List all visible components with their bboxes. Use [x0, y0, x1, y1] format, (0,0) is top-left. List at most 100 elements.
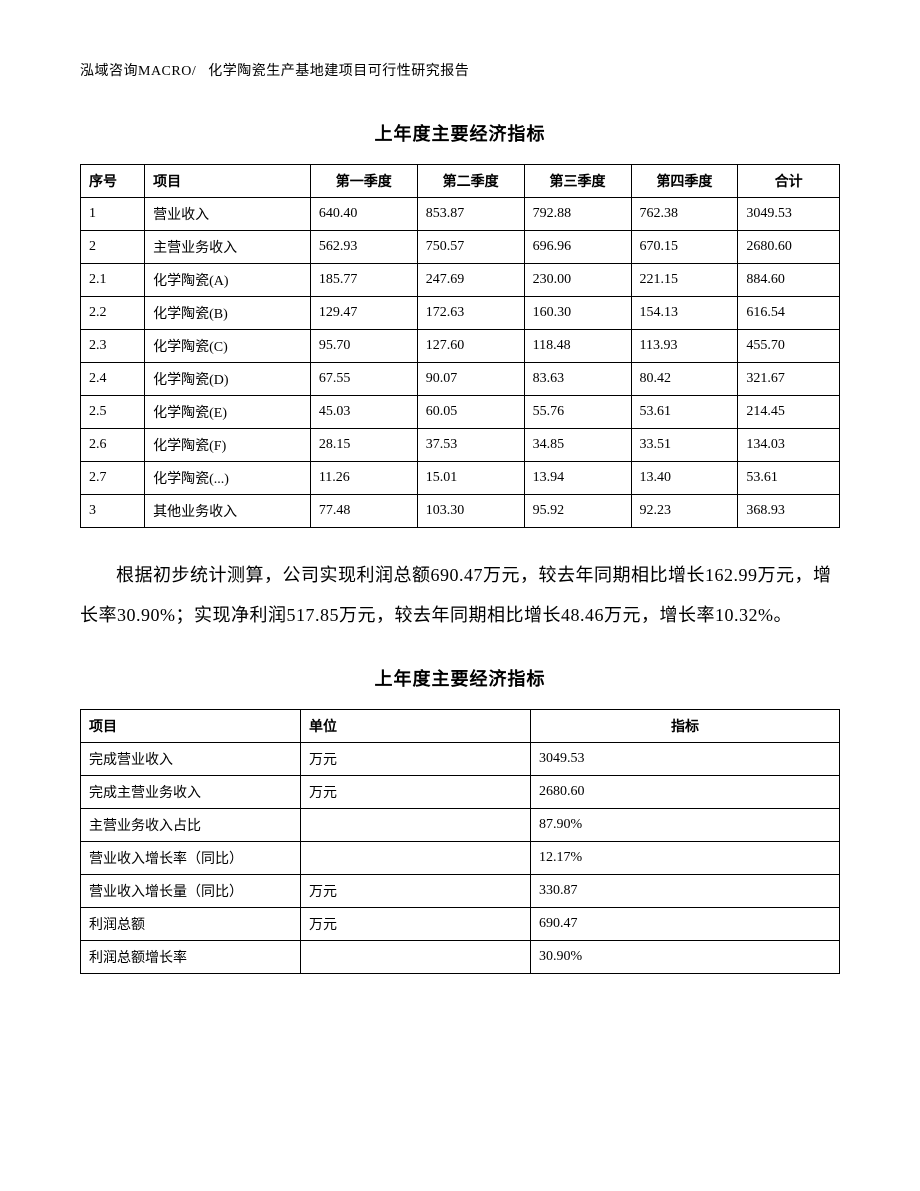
table-cell: 化学陶瓷(E) [145, 396, 311, 429]
table1-col-seq: 序号 [81, 165, 145, 198]
table-cell: 万元 [301, 776, 531, 809]
table-row: 2.3化学陶瓷(C)95.70127.60118.48113.93455.70 [81, 330, 840, 363]
table-cell [301, 941, 531, 974]
table-cell: 853.87 [417, 198, 524, 231]
table-row: 营业收入增长量（同比）万元330.87 [81, 875, 840, 908]
table-cell: 230.00 [524, 264, 631, 297]
table-cell: 95.92 [524, 495, 631, 528]
table-cell: 12.17% [531, 842, 840, 875]
table-cell: 45.03 [310, 396, 417, 429]
table-cell: 95.70 [310, 330, 417, 363]
table-cell: 455.70 [738, 330, 840, 363]
table-cell: 2.2 [81, 297, 145, 330]
table-cell: 其他业务收入 [145, 495, 311, 528]
table-cell: 127.60 [417, 330, 524, 363]
table-cell: 696.96 [524, 231, 631, 264]
table-cell: 万元 [301, 875, 531, 908]
table-row: 利润总额增长率30.90% [81, 941, 840, 974]
table-cell: 2680.60 [738, 231, 840, 264]
table1-col-q1: 第一季度 [310, 165, 417, 198]
table-cell: 2.6 [81, 429, 145, 462]
table-cell: 2.3 [81, 330, 145, 363]
page-header: 泓域咨询MACRO/ 化学陶瓷生产基地建项目可行性研究报告 [80, 60, 840, 80]
table-cell: 2680.60 [531, 776, 840, 809]
table2-col-item: 项目 [81, 710, 301, 743]
table2-col-unit: 单位 [301, 710, 531, 743]
table1-title: 上年度主要经济指标 [80, 120, 840, 146]
table-cell: 28.15 [310, 429, 417, 462]
table-cell: 13.40 [631, 462, 738, 495]
table-cell: 884.60 [738, 264, 840, 297]
table-row: 1营业收入640.40853.87792.88762.383049.53 [81, 198, 840, 231]
table-cell: 87.90% [531, 809, 840, 842]
table1-header-row: 序号 项目 第一季度 第二季度 第三季度 第四季度 合计 [81, 165, 840, 198]
table-row: 2.4化学陶瓷(D)67.5590.0783.6380.42321.67 [81, 363, 840, 396]
table-cell: 主营业务收入占比 [81, 809, 301, 842]
table-row: 2.5化学陶瓷(E)45.0360.0555.7653.61214.45 [81, 396, 840, 429]
table-cell: 2.1 [81, 264, 145, 297]
table-cell: 化学陶瓷(B) [145, 297, 311, 330]
table-cell: 129.47 [310, 297, 417, 330]
table-cell: 2 [81, 231, 145, 264]
table-cell: 2.5 [81, 396, 145, 429]
table-cell: 2.7 [81, 462, 145, 495]
table-cell: 118.48 [524, 330, 631, 363]
table-cell: 214.45 [738, 396, 840, 429]
table-cell: 60.05 [417, 396, 524, 429]
table-row: 2.6化学陶瓷(F)28.1537.5334.8533.51134.03 [81, 429, 840, 462]
table-cell: 营业收入增长率（同比） [81, 842, 301, 875]
table-cell: 134.03 [738, 429, 840, 462]
table-cell: 750.57 [417, 231, 524, 264]
table-cell: 营业收入增长量（同比） [81, 875, 301, 908]
table-cell: 33.51 [631, 429, 738, 462]
table-cell: 103.30 [417, 495, 524, 528]
table-cell: 13.94 [524, 462, 631, 495]
table-cell: 792.88 [524, 198, 631, 231]
table-cell: 化学陶瓷(F) [145, 429, 311, 462]
table-cell: 55.76 [524, 396, 631, 429]
table2-title: 上年度主要经济指标 [80, 665, 840, 691]
table-cell: 2.4 [81, 363, 145, 396]
analysis-paragraph: 根据初步统计测算，公司实现利润总额690.47万元，较去年同期相比增长162.9… [80, 556, 840, 635]
table-cell: 67.55 [310, 363, 417, 396]
table1-col-total: 合计 [738, 165, 840, 198]
table-cell: 化学陶瓷(D) [145, 363, 311, 396]
table-cell: 670.15 [631, 231, 738, 264]
quarterly-indicators-table: 序号 项目 第一季度 第二季度 第三季度 第四季度 合计 1营业收入640.40… [80, 164, 840, 528]
table-cell: 330.87 [531, 875, 840, 908]
table-row: 2.2化学陶瓷(B)129.47172.63160.30154.13616.54 [81, 297, 840, 330]
table-row: 主营业务收入占比 87.90% [81, 809, 840, 842]
header-doc-title: 化学陶瓷生产基地建项目可行性研究报告 [208, 64, 469, 79]
table-cell: 利润总额 [81, 908, 301, 941]
table-cell: 1 [81, 198, 145, 231]
table-cell: 化学陶瓷(A) [145, 264, 311, 297]
table-row: 3其他业务收入77.48103.3095.9292.23368.93 [81, 495, 840, 528]
table-cell: 利润总额增长率 [81, 941, 301, 974]
table-row: 利润总额万元690.47 [81, 908, 840, 941]
table-cell: 80.42 [631, 363, 738, 396]
summary-indicators-table: 项目 单位 指标 完成营业收入万元3049.53完成主营业务收入万元2680.6… [80, 709, 840, 974]
table-cell: 3 [81, 495, 145, 528]
table-cell: 762.38 [631, 198, 738, 231]
table2-col-value: 指标 [531, 710, 840, 743]
table-row: 营业收入增长率（同比） 12.17% [81, 842, 840, 875]
table-cell: 15.01 [417, 462, 524, 495]
header-company: 泓域咨询MACRO/ [80, 64, 196, 79]
table-cell: 321.67 [738, 363, 840, 396]
table-cell: 53.61 [738, 462, 840, 495]
table-cell: 3049.53 [738, 198, 840, 231]
table-cell: 3049.53 [531, 743, 840, 776]
table1-col-q4: 第四季度 [631, 165, 738, 198]
table-cell: 完成营业收入 [81, 743, 301, 776]
table-cell: 万元 [301, 743, 531, 776]
table-cell [301, 842, 531, 875]
table-cell: 113.93 [631, 330, 738, 363]
table-cell: 11.26 [310, 462, 417, 495]
table-cell: 主营业务收入 [145, 231, 311, 264]
table1-col-q3: 第三季度 [524, 165, 631, 198]
table-cell: 化学陶瓷(C) [145, 330, 311, 363]
table1-col-q2: 第二季度 [417, 165, 524, 198]
table-cell: 640.40 [310, 198, 417, 231]
table-cell: 92.23 [631, 495, 738, 528]
table-row: 2.7化学陶瓷(...)11.2615.0113.9413.4053.61 [81, 462, 840, 495]
